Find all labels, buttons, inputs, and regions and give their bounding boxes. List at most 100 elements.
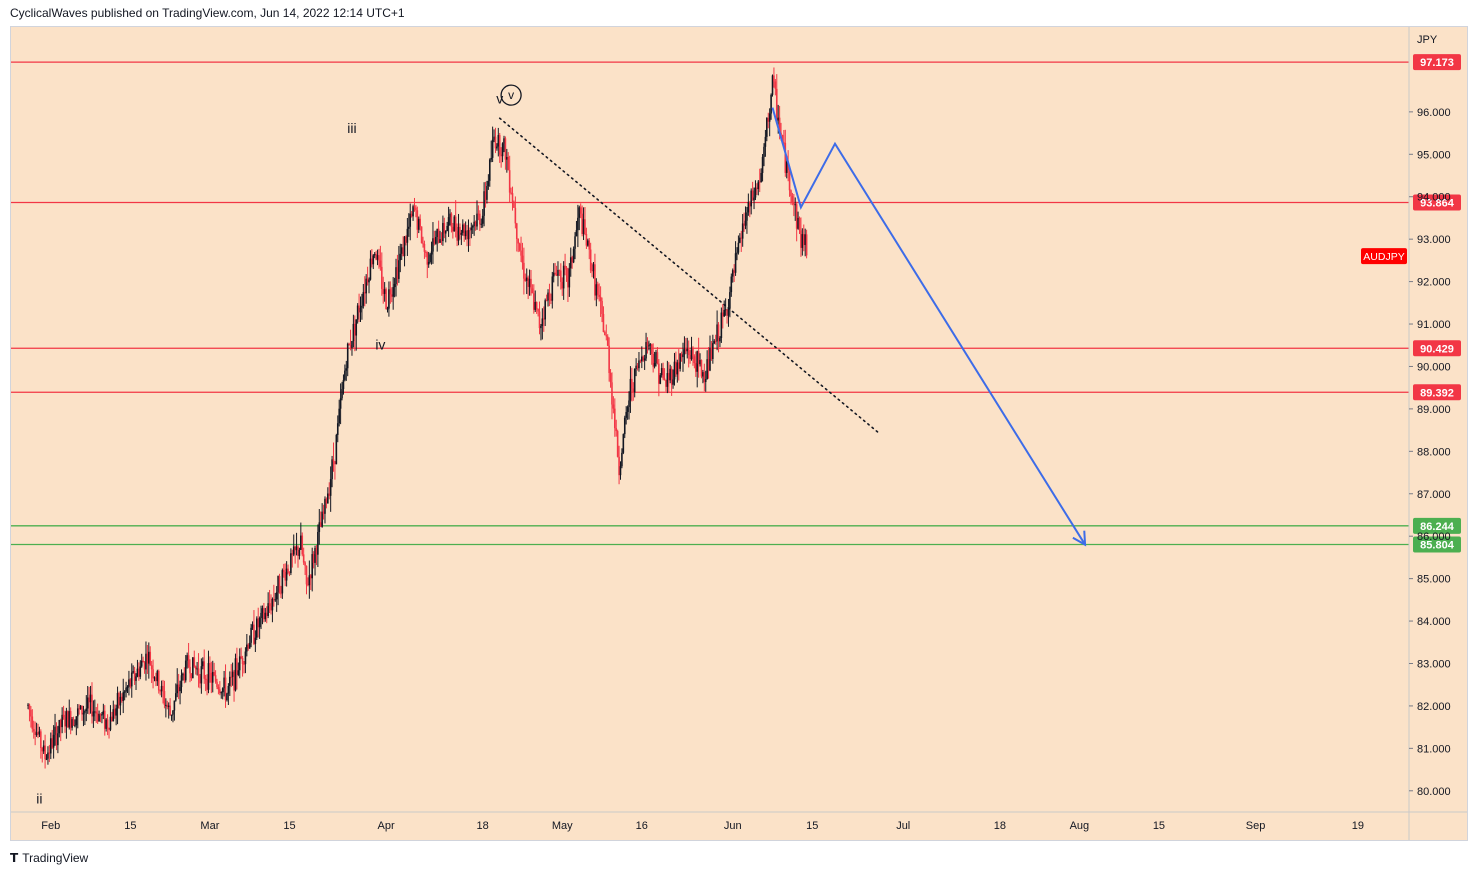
candle-body [426,252,429,265]
candle-body [430,251,433,255]
level-price-label: 93.864 [1420,198,1455,210]
candle-body [481,215,484,224]
candle-body [446,225,448,231]
time-tick-label: Aug [1070,820,1090,832]
candle-body [483,191,485,216]
candle-body [777,117,779,121]
candle-body [165,704,167,706]
candle-body [247,644,250,649]
candle-body [149,651,152,666]
candle-body [716,324,718,342]
candle-body [602,313,605,332]
candle-body [271,598,274,611]
candle-body [500,154,502,157]
candle-body [574,236,576,249]
candle-body [636,365,639,369]
candle-body [571,257,573,263]
candle-body [253,624,255,644]
candle-body [312,554,315,563]
candle-body [261,608,264,613]
footer-brand[interactable]: 𝗧 TradingView [10,851,88,865]
candle-body [523,262,525,279]
candle-body [449,213,451,218]
candle-body [96,713,99,722]
candle-body [582,219,585,234]
candle-body [129,679,132,687]
candle-body [94,711,96,713]
candle-body [118,693,120,706]
candle-body [228,676,231,686]
candle-body [339,398,342,409]
candle-body [223,677,225,689]
candle-body [257,618,260,628]
candle-body [659,375,662,384]
candle-body [723,309,726,317]
candle-body [748,201,751,207]
time-tick-label: 15 [806,820,818,832]
candle-body [498,135,501,155]
candle-body [315,548,318,555]
candle-body [47,752,49,759]
candle-body [106,719,109,729]
candle-body [297,546,299,556]
candle-body [213,672,215,676]
drawings[interactable] [498,107,1087,547]
candle-body [667,373,670,381]
chart-svg[interactable]: 97.173 93.864 90.429 89.392 86.244 85.804 AUDJ… [11,27,1467,840]
candle-body [260,612,262,619]
candle-body [150,665,153,670]
candle-body [226,693,228,701]
candle-body [497,135,500,147]
candle-body [211,672,214,683]
price-scale[interactable]: JPY 96.000 95.000 94.000 93.000 92.000 91.000 9… [11,27,1467,840]
candle-body [408,226,410,229]
candle-body [381,266,383,289]
horizontal-levels[interactable]: 97.173 93.864 90.429 89.392 86.244 85.804 AUDJ… [11,54,1461,553]
candle-body [217,687,220,690]
candle-body [567,269,569,288]
candle-body [182,673,184,676]
candle-body [800,230,802,248]
candle-body [258,618,261,628]
candle-body [410,213,413,217]
candle-body [284,572,287,581]
candle-body [729,292,731,309]
candle-body [747,201,750,213]
candle-body [561,281,564,289]
candle-body [412,206,414,217]
time-tick-label: Mar [200,820,219,832]
candle-body [332,459,335,462]
candle-body [142,660,144,663]
candle-body [265,612,268,617]
candle-body [366,278,369,283]
time-tick-label: Sep [1246,820,1266,832]
candle-body [67,711,69,728]
candle-body [352,323,355,342]
candle-body [692,347,694,357]
candle-body [685,349,687,352]
candle-body [527,277,529,287]
candle-body [507,156,510,171]
candle-body [162,685,164,692]
candle-body [82,712,85,715]
candle-body [766,118,768,137]
candle-body [568,268,571,288]
time-axis[interactable]: Feb 15 Mar 15 Apr 18 May 16 Jun 15 Jul 18 Aug 15 Sep 19 [41,820,1364,832]
candle-body [186,655,188,661]
candle-body [621,452,623,467]
candle-body [327,493,329,504]
candle-body [768,113,771,122]
candle-body [280,593,282,595]
candle-body [461,224,464,233]
candle-body [675,361,677,375]
candle-body [611,382,613,405]
candle-body [405,236,407,243]
candle-body [123,691,126,693]
candle-body [788,170,791,191]
price-tick-label: 91.000 [1417,319,1451,331]
chart-area[interactable]: 97.173 93.864 90.429 89.392 86.244 85.804 AUDJ… [10,26,1468,841]
candle-body [351,341,353,348]
candle-body [363,292,366,294]
candle-body [379,260,382,267]
candle-body [263,608,265,620]
